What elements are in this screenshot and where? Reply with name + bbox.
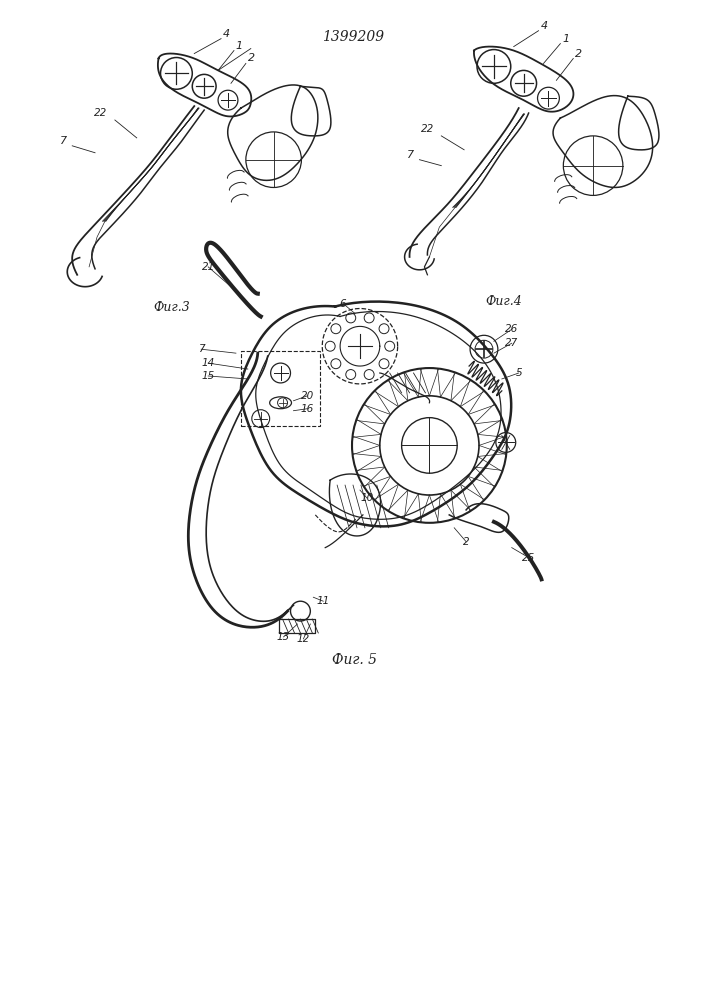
Text: 5: 5 (515, 368, 522, 378)
Text: 1399209: 1399209 (322, 30, 384, 44)
Text: Фиг.4: Фиг.4 (486, 295, 522, 308)
Text: Фиг. 5: Фиг. 5 (332, 653, 378, 667)
Text: 1: 1 (236, 41, 243, 51)
Text: 25: 25 (522, 553, 535, 563)
Text: 20: 20 (300, 391, 314, 401)
Text: 15: 15 (201, 371, 215, 381)
Text: 2: 2 (575, 49, 583, 59)
Text: 22: 22 (94, 108, 107, 118)
Text: 27: 27 (505, 338, 518, 348)
Text: 26: 26 (505, 324, 518, 334)
Text: 7: 7 (198, 344, 204, 354)
Bar (241, 351, 320, 426)
Text: 1: 1 (562, 34, 569, 44)
Text: 21: 21 (201, 262, 215, 272)
Text: Фиг.3: Фиг.3 (153, 301, 189, 314)
Text: 10: 10 (361, 493, 373, 503)
Text: 2: 2 (248, 53, 255, 63)
Text: 4: 4 (223, 29, 230, 39)
Text: 11: 11 (317, 596, 330, 606)
Text: 4: 4 (541, 21, 548, 31)
Text: 14: 14 (201, 358, 215, 368)
Text: 7: 7 (60, 136, 67, 146)
Text: 13: 13 (277, 632, 290, 642)
Text: 7: 7 (407, 150, 414, 160)
Text: 6: 6 (340, 299, 346, 309)
Text: 22: 22 (421, 124, 434, 134)
Text: 2: 2 (463, 537, 469, 547)
Text: 12: 12 (297, 634, 310, 644)
Text: 16: 16 (300, 404, 314, 414)
